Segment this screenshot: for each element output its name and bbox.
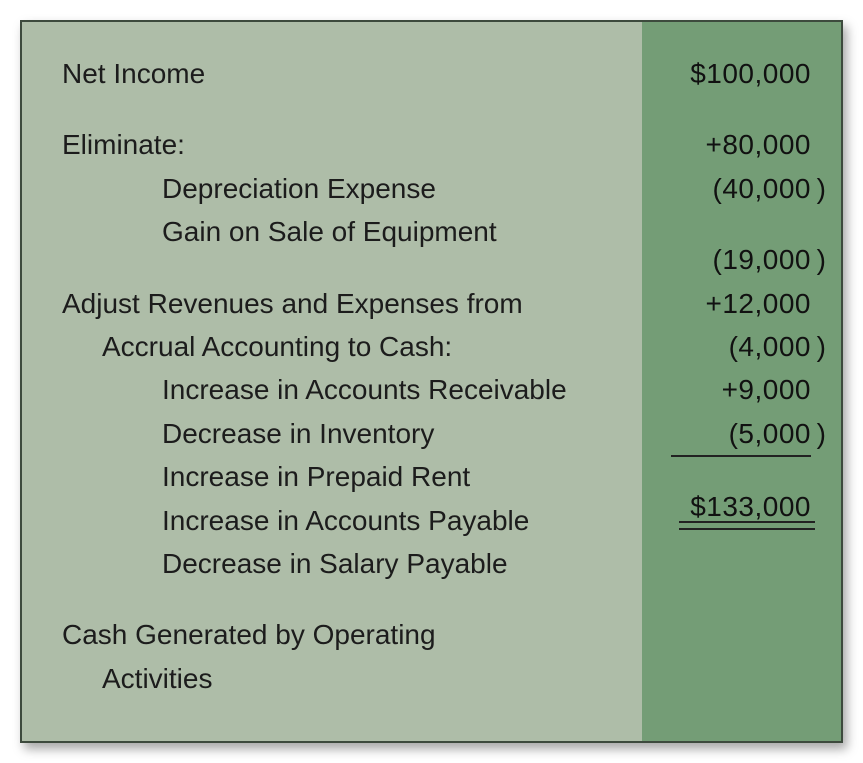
label-row: Increase in Accounts Receivable [62,368,632,411]
row-label: Increase in Accounts Receivable [62,368,567,411]
value-row: (40,000) [652,167,811,210]
label-row: Cash Generated by Operating [62,613,632,656]
row-label: Increase in Accounts Payable [62,499,529,542]
row-value: +12,000 [671,282,811,325]
cash-flow-statement: Net Income Eliminate:Depreciation Expense… [20,20,843,743]
label-row: Activities [62,657,632,700]
row-label: Cash Generated by Operating [62,613,436,656]
close-paren: ) [817,238,826,281]
row-value: (5,000 [671,412,811,457]
row-value: (4,000 [671,325,811,368]
label-row: Gain on Sale of Equipment [62,210,632,253]
value-row: (19,000) [652,238,811,281]
label-row: Decrease in Salary Payable [62,542,632,585]
label-row: Accrual Accounting to Cash: [62,325,632,368]
close-paren: ) [817,325,826,368]
row-label: Adjust Revenues and Expenses from [62,282,523,325]
row-label: Eliminate: [62,123,185,166]
label-row: Adjust Revenues and Expenses from [62,282,632,325]
value-row: +9,000 [652,368,811,411]
value-row: +12,000 [652,282,811,325]
close-paren: ) [817,167,826,210]
label-row: Depreciation Expense [62,167,632,210]
row-value: +80,000 [671,123,811,166]
row-value: +9,000 [671,368,811,411]
row-value: (40,000 [671,167,811,210]
value-row: $133,000 [652,485,811,528]
label-row: Net Income [62,52,632,95]
row-value: $133,000 [671,485,811,528]
label-row: Eliminate: [62,123,632,166]
value-row: +80,000 [652,123,811,166]
row-label: Gain on Sale of Equipment [62,210,497,253]
labels-column: Net Income Eliminate:Depreciation Expense… [22,22,642,741]
label-row: Increase in Accounts Payable [62,499,632,542]
values-column: $100,000+80,000(40,000)(19,000)+12,000(4… [642,22,841,741]
row-label: Increase in Prepaid Rent [62,455,470,498]
value-row: $100,000 [652,52,811,95]
label-row: Increase in Prepaid Rent [62,455,632,498]
row-label: Depreciation Expense [62,167,436,210]
label-row: Decrease in Inventory [62,412,632,455]
row-label: Activities [62,657,212,700]
row-value: (19,000 [671,238,811,281]
row-label: Decrease in Salary Payable [62,542,508,585]
row-label: Decrease in Inventory [62,412,434,455]
row-label: Accrual Accounting to Cash: [62,325,452,368]
value-row: (4,000) [652,325,811,368]
value-row: (5,000) [652,412,811,457]
row-value: $100,000 [671,52,811,95]
close-paren: ) [817,412,826,455]
row-label: Net Income [62,52,205,95]
